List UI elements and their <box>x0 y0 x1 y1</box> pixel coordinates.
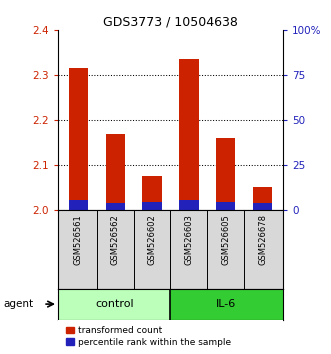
Bar <box>142 202 162 210</box>
Bar <box>253 203 272 210</box>
Bar <box>179 59 199 200</box>
Text: GSM526562: GSM526562 <box>111 214 119 265</box>
Text: IL-6: IL-6 <box>216 299 236 309</box>
Title: GDS3773 / 10504638: GDS3773 / 10504638 <box>103 16 238 29</box>
Bar <box>179 200 199 210</box>
Bar <box>58 289 170 320</box>
Bar <box>69 68 88 200</box>
Text: control: control <box>96 299 134 309</box>
Bar <box>106 133 125 203</box>
Text: GSM526602: GSM526602 <box>148 214 157 265</box>
Bar <box>216 202 235 210</box>
Bar <box>216 138 235 202</box>
Bar <box>69 200 88 210</box>
Bar <box>142 176 162 202</box>
Text: GSM526678: GSM526678 <box>258 214 267 265</box>
Bar <box>170 289 283 320</box>
Bar <box>253 188 272 203</box>
Text: GSM526561: GSM526561 <box>74 214 83 265</box>
Text: GSM526605: GSM526605 <box>221 214 230 265</box>
Text: GSM526603: GSM526603 <box>184 214 193 265</box>
Bar <box>106 203 125 210</box>
Legend: transformed count, percentile rank within the sample: transformed count, percentile rank withi… <box>63 322 235 350</box>
Text: agent: agent <box>3 299 33 309</box>
